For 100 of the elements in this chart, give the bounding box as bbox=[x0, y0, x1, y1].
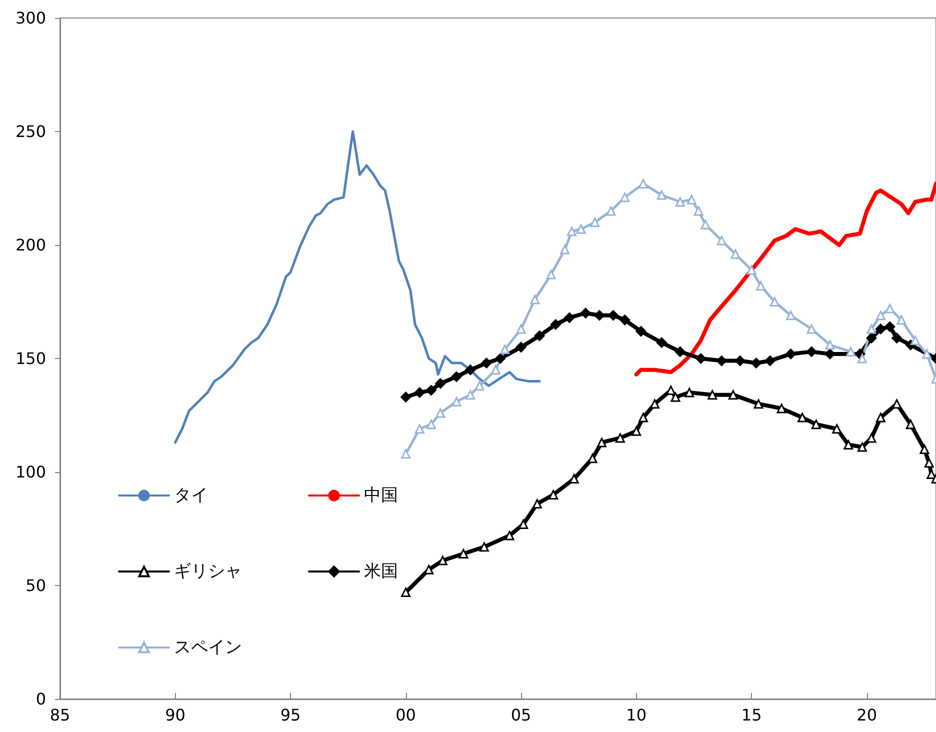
point bbox=[806, 346, 817, 357]
point bbox=[588, 454, 598, 464]
point bbox=[530, 294, 540, 304]
point bbox=[770, 297, 780, 306]
point bbox=[825, 340, 835, 350]
point bbox=[474, 380, 484, 390]
point bbox=[560, 244, 570, 254]
y-tick-label: 300 bbox=[15, 8, 46, 28]
point bbox=[700, 220, 710, 230]
point bbox=[920, 444, 930, 454]
point bbox=[811, 420, 821, 430]
point bbox=[696, 353, 706, 364]
point bbox=[504, 530, 514, 540]
point bbox=[632, 426, 642, 436]
point bbox=[414, 387, 425, 398]
point bbox=[534, 330, 545, 342]
point bbox=[776, 404, 786, 414]
point bbox=[675, 197, 685, 207]
x-tick-label: 15 bbox=[741, 706, 762, 724]
point bbox=[426, 420, 436, 430]
point bbox=[401, 449, 411, 459]
point bbox=[636, 326, 646, 337]
line-series bbox=[174, 130, 541, 444]
point bbox=[910, 336, 920, 346]
point bbox=[694, 206, 704, 216]
point bbox=[426, 385, 436, 396]
point bbox=[806, 324, 816, 334]
x-tick-label: 95 bbox=[280, 706, 301, 724]
point bbox=[896, 315, 906, 325]
point bbox=[638, 178, 648, 188]
point bbox=[401, 588, 411, 598]
point bbox=[866, 433, 876, 443]
y-tick-label: 0 bbox=[36, 690, 46, 708]
point bbox=[532, 499, 542, 509]
point bbox=[495, 353, 506, 364]
point bbox=[400, 392, 412, 402]
legend-label: タイ bbox=[174, 486, 208, 506]
point bbox=[674, 346, 686, 357]
point bbox=[750, 358, 762, 368]
point bbox=[832, 424, 842, 434]
point bbox=[884, 321, 896, 332]
legend-label: 中国 bbox=[364, 486, 398, 506]
point bbox=[567, 226, 577, 236]
legend-label: スペイン bbox=[174, 638, 242, 658]
point bbox=[656, 337, 667, 348]
point bbox=[414, 424, 424, 434]
point bbox=[615, 433, 625, 443]
point bbox=[620, 192, 630, 202]
point bbox=[490, 365, 500, 375]
point bbox=[576, 224, 586, 234]
point bbox=[596, 438, 606, 448]
x-tick-label: 20 bbox=[856, 706, 878, 724]
y-tick-label: 100 bbox=[15, 462, 46, 482]
point bbox=[550, 319, 561, 330]
point bbox=[786, 310, 796, 320]
y-tick-label: 50 bbox=[26, 576, 46, 595]
x-tick-label: 90 bbox=[165, 706, 186, 724]
point bbox=[580, 308, 591, 318]
point bbox=[866, 324, 876, 334]
point bbox=[754, 399, 764, 409]
y-tick-label: 250 bbox=[15, 122, 46, 141]
legend-label: 米国 bbox=[364, 562, 398, 582]
point bbox=[638, 412, 648, 422]
point bbox=[876, 412, 886, 422]
point bbox=[924, 458, 934, 468]
x-tick-label: 05 bbox=[510, 706, 532, 724]
line-series bbox=[634, 182, 936, 376]
point bbox=[436, 408, 446, 418]
point bbox=[594, 310, 605, 321]
point bbox=[608, 310, 619, 321]
point bbox=[857, 354, 867, 364]
point bbox=[564, 312, 575, 323]
point bbox=[590, 218, 600, 228]
point bbox=[857, 442, 867, 452]
point bbox=[906, 420, 916, 430]
point bbox=[756, 281, 766, 291]
point bbox=[686, 194, 696, 204]
point bbox=[764, 356, 776, 366]
point bbox=[516, 342, 526, 352]
y-tick-label: 200 bbox=[15, 236, 46, 254]
x-tick-label: 85 bbox=[50, 706, 70, 724]
point bbox=[500, 344, 510, 354]
y-tick-label: 150 bbox=[15, 349, 46, 368]
point bbox=[479, 542, 489, 552]
point bbox=[548, 490, 558, 500]
point bbox=[798, 412, 808, 422]
x-tick-label: 00 bbox=[396, 706, 416, 724]
point bbox=[786, 348, 796, 360]
point bbox=[844, 440, 854, 450]
point bbox=[435, 378, 446, 389]
point bbox=[885, 304, 895, 314]
x-tick-label: 10 bbox=[626, 706, 646, 724]
point bbox=[746, 265, 756, 275]
point bbox=[876, 310, 886, 320]
point bbox=[466, 390, 476, 400]
point bbox=[734, 356, 746, 366]
point bbox=[438, 556, 448, 566]
legend-label: ギリシャ bbox=[174, 562, 242, 582]
point bbox=[926, 470, 936, 480]
point bbox=[730, 249, 740, 259]
